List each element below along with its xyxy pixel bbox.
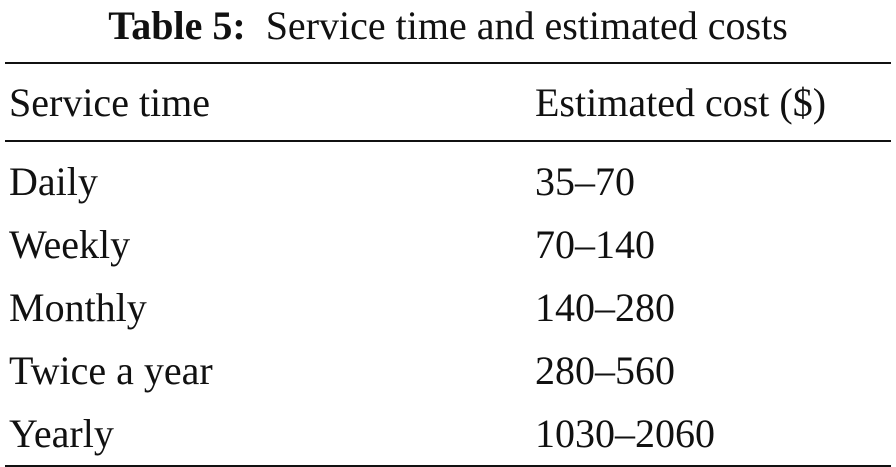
table-cell: 280–560 (535, 348, 675, 393)
table-row: Daily 35–70 (5, 141, 891, 213)
table-cell: Monthly (9, 285, 147, 330)
table-cell: Daily (9, 159, 98, 204)
table-row: Monthly 140–280 (5, 276, 891, 339)
table-row: Yearly 1030–2060 (5, 402, 891, 466)
table-row: Twice a year 280–560 (5, 339, 891, 402)
table-cell: 140–280 (535, 285, 675, 330)
table-cell: 70–140 (535, 222, 655, 267)
table-caption: Table 5: Service time and estimated cost… (0, 2, 896, 50)
table-header: Service time Estimated cost ($) (5, 63, 891, 141)
table-cell: 1030–2060 (535, 411, 715, 456)
caption-text: Service time and estimated costs (265, 3, 788, 48)
table: Service time Estimated cost ($) Daily 35–… (5, 62, 891, 467)
caption-label: Table 5: (108, 3, 246, 48)
header-cell: Estimated cost ($) (535, 79, 827, 125)
header-row: Service time Estimated cost ($) (5, 63, 891, 141)
header-cell: Service time (9, 79, 211, 125)
table-cell: Yearly (9, 411, 114, 456)
table-body: Daily 35–70 Weekly 70–140 Monthly 140–280 Twic… (5, 141, 891, 466)
table-cell: 35–70 (535, 159, 635, 204)
table-cell: Twice a year (9, 348, 213, 393)
table-cell: Weekly (9, 222, 131, 267)
table-row: Weekly 70–140 (5, 213, 891, 276)
